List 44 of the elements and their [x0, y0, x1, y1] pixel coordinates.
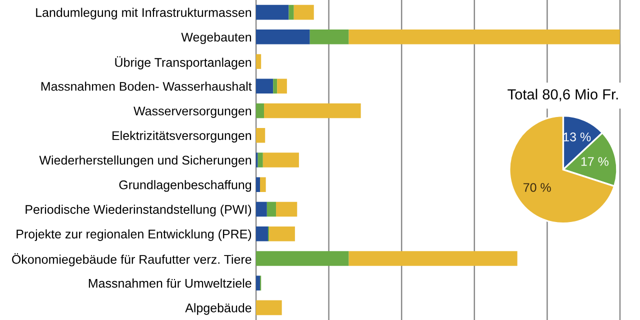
bar	[348, 251, 518, 266]
bar	[266, 202, 276, 217]
bar	[256, 177, 260, 192]
y-tick-label: Landumlegung mit Infrastrukturmassen	[36, 8, 252, 20]
bar	[294, 4, 314, 20]
bar	[256, 226, 268, 242]
bar	[256, 30, 310, 44]
bar	[262, 152, 299, 168]
y-tick-label: Massnahmen für Umweltziele	[88, 278, 252, 288]
y-tick-label: Elektrizitätsversorgungen	[112, 130, 252, 143]
pie-slice	[508, 115, 616, 224]
y-tick-label: Grundlagenbeschaffung	[119, 180, 252, 192]
y-tick-label: Wiederherstellungen und Sicherungen	[39, 155, 252, 168]
bar	[256, 103, 264, 118]
y-tick-label: Alpgebäude	[185, 303, 252, 315]
bar	[348, 30, 620, 44]
bar	[260, 177, 266, 192]
bar	[277, 78, 287, 94]
y-tick-label: Ökonomiegebäude für Raufutter verz. Tiere	[12, 253, 252, 266]
bar	[256, 202, 267, 217]
y-tick-label: Wasserversorgungen	[134, 106, 252, 118]
y-tick-label: Wegebauten	[181, 32, 252, 44]
bar	[256, 276, 260, 290]
bar	[256, 54, 262, 69]
bar	[288, 4, 294, 20]
y-tick-label: Massnahmen Boden- Wasserhaushalt	[41, 82, 252, 91]
bar	[256, 128, 266, 143]
bar	[256, 300, 282, 316]
y-tick-label: Projekte zur regionalen Entwicklung (PRE)	[16, 229, 252, 241]
y-tick-label: Übrige Transportanlagen	[115, 56, 252, 70]
bar	[273, 78, 278, 94]
data-label: 70 %	[524, 183, 551, 192]
bar	[256, 251, 349, 266]
bar	[269, 226, 295, 242]
bar	[258, 152, 263, 168]
bar	[310, 30, 349, 44]
y-tick-label: Periodische Wiederinstandstellung (PWI)	[26, 204, 252, 216]
data-label: 13 %	[564, 132, 591, 142]
data-label: 17 %	[581, 157, 608, 166]
chart-title: Total 80,6 Mio Fr.	[508, 88, 618, 102]
bar	[276, 202, 298, 217]
bar	[264, 103, 361, 118]
bar	[256, 4, 289, 20]
bar	[256, 78, 274, 94]
